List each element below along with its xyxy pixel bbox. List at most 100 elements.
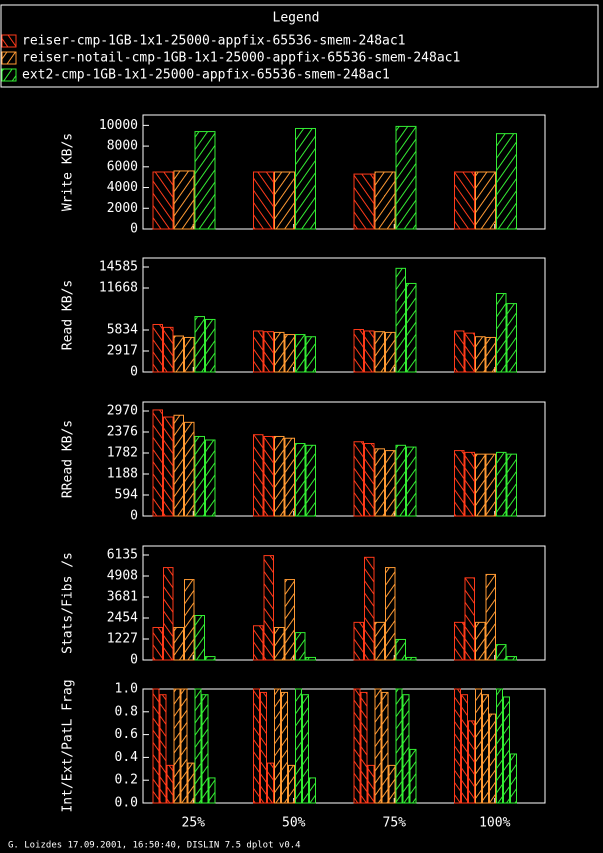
bar <box>374 448 385 517</box>
bar <box>288 764 295 804</box>
bar <box>364 330 375 373</box>
bar <box>464 332 475 373</box>
bar <box>406 656 417 661</box>
bar <box>506 303 517 373</box>
y-tick-label: 6000 <box>107 159 138 174</box>
legend-box <box>0 4 599 88</box>
y-axis-label: Int/Ext/PatL Frag <box>61 679 76 812</box>
bar <box>395 638 406 661</box>
bar <box>388 764 396 804</box>
bar <box>194 316 205 373</box>
bar <box>187 762 195 804</box>
legend-title: Legend <box>273 11 320 26</box>
y-tick-label: 1188 <box>107 467 138 482</box>
bar <box>208 777 216 804</box>
bar <box>152 688 160 804</box>
bar <box>506 453 517 517</box>
bar <box>284 579 295 661</box>
bar <box>353 688 361 804</box>
bar <box>152 323 163 373</box>
y-tick-label: 2000 <box>107 201 138 216</box>
bar <box>496 688 503 804</box>
y-tick-label: 0.4 <box>115 750 139 765</box>
bar <box>205 439 216 517</box>
y-tick-label: 14585 <box>99 259 138 274</box>
bar <box>305 656 316 661</box>
bar <box>454 621 465 661</box>
bar <box>353 173 375 230</box>
bar <box>374 621 385 661</box>
bar <box>409 748 417 804</box>
bar <box>253 330 264 373</box>
bar <box>173 335 184 373</box>
bar <box>267 762 274 804</box>
bar <box>284 437 295 517</box>
bar <box>295 688 302 804</box>
x-tick-label: 75% <box>383 816 407 831</box>
bar <box>263 331 274 373</box>
bar <box>385 331 396 373</box>
bar <box>475 171 496 230</box>
bar <box>353 329 364 373</box>
bar <box>166 764 174 804</box>
y-tick-label: 0.8 <box>115 704 138 719</box>
bar <box>260 691 267 804</box>
y-tick-label: 6135 <box>107 548 138 563</box>
y-tick-label: 3681 <box>107 590 138 605</box>
bar <box>395 688 403 804</box>
bar <box>159 694 167 804</box>
bar <box>194 435 205 517</box>
y-tick-label: 2376 <box>107 425 138 440</box>
bar <box>485 336 496 373</box>
y-tick-label: 1782 <box>107 446 138 461</box>
y-axis-label: Write KB/s <box>61 133 76 211</box>
legend-swatch <box>1 51 17 65</box>
bar <box>406 282 417 373</box>
bar <box>506 656 517 661</box>
y-tick-label: 10000 <box>99 118 138 133</box>
bar <box>281 691 288 804</box>
bar <box>475 336 486 373</box>
bar <box>253 688 260 804</box>
y-axis-label: Stats/Fibs /s <box>61 552 76 654</box>
plot-frame <box>142 688 546 804</box>
bar <box>482 694 489 804</box>
x-tick-label: 25% <box>182 816 206 831</box>
bar <box>305 336 316 373</box>
bar <box>496 451 507 517</box>
bar <box>194 688 202 804</box>
bar <box>385 567 396 661</box>
x-tick-label: 100% <box>479 816 510 831</box>
y-tick-label: 2970 <box>107 404 138 419</box>
legend-swatch <box>1 68 17 82</box>
bar <box>295 443 306 517</box>
legend-label: ext2-cmp-1GB-1x1-25000-appfix-65536-smem… <box>22 68 390 83</box>
bar <box>496 644 507 661</box>
bar <box>395 444 406 517</box>
footer: G. Loizdes 17.09.2001, 16:50:40, DISLIN … <box>8 841 301 851</box>
bar <box>496 133 517 230</box>
bar <box>205 656 216 661</box>
bar <box>274 688 281 804</box>
bar <box>485 453 496 517</box>
bar <box>454 171 475 230</box>
y-axis-label: Read KB/s <box>61 280 76 350</box>
bar <box>503 696 510 804</box>
bar <box>510 753 517 804</box>
bar <box>395 125 417 230</box>
bar <box>475 453 486 517</box>
y-tick-label: 0 <box>130 509 138 524</box>
bar <box>367 764 375 804</box>
bar <box>475 621 486 661</box>
bar <box>454 330 465 373</box>
y-tick-label: 0 <box>130 222 138 237</box>
legend-swatch <box>1 34 17 48</box>
bar <box>464 577 475 661</box>
bar <box>184 336 195 373</box>
bar <box>360 691 368 804</box>
y-tick-label: 5834 <box>107 322 138 337</box>
y-tick-label: 0.2 <box>115 773 138 788</box>
y-tick-label: 2917 <box>107 343 138 358</box>
bar <box>163 567 174 661</box>
bar <box>205 318 216 373</box>
